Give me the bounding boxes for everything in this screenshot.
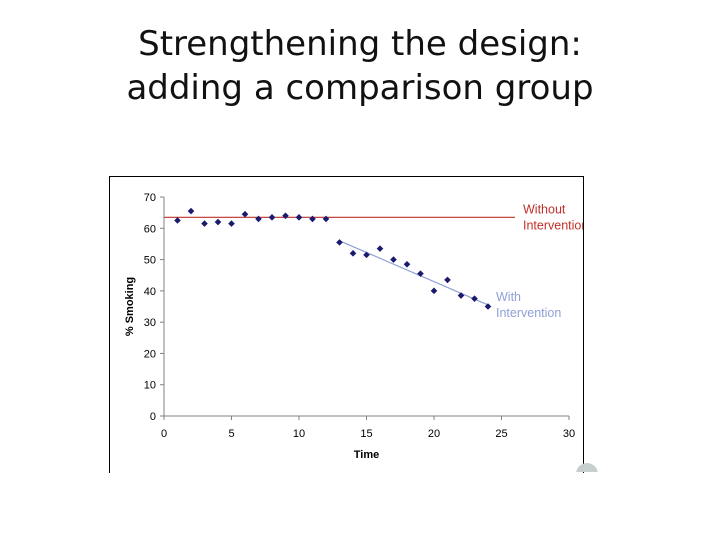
x-tick-label: 20 (428, 428, 440, 440)
data-point (322, 215, 330, 223)
data-point (228, 220, 235, 227)
data-point (349, 250, 357, 257)
y-tick-label: 10 (144, 380, 156, 392)
data-point (255, 215, 262, 223)
y-tick-label: 60 (144, 223, 156, 235)
with-intervention-label: With (496, 290, 521, 304)
data-point (174, 217, 181, 224)
y-tick-label: 40 (144, 286, 156, 298)
without-intervention-label: Intervention (523, 218, 583, 232)
data-point (336, 239, 343, 246)
data-point (457, 292, 465, 299)
data-point (376, 245, 384, 252)
data-point (390, 256, 397, 263)
data-point (282, 212, 289, 220)
data-point (214, 218, 222, 226)
y-tick-label: 30 (144, 317, 156, 329)
data-point (430, 287, 438, 295)
x-tick-label: 5 (228, 428, 234, 440)
data-point (444, 276, 451, 284)
data-point (363, 251, 370, 259)
data-point (309, 215, 316, 223)
slide-title: Strengthening the design: adding a compa… (0, 22, 720, 110)
data-point (201, 220, 208, 227)
scatter-chart: 0 10 20 30 40 50 60 70 0 5 10 15 20 25 30 Time % Smoking… (124, 192, 583, 461)
data-point (484, 303, 492, 310)
y-tick-label: 20 (144, 348, 156, 360)
y-axis-label: % Smoking (124, 277, 136, 336)
data-point (417, 270, 424, 277)
data-point (403, 260, 411, 268)
data-point (268, 214, 276, 221)
x-axis-label: Time (354, 449, 379, 461)
data-point (295, 214, 303, 221)
y-tick-label: 0 (150, 411, 156, 423)
x-tick-label: 0 (161, 428, 167, 440)
with-intervention-line (339, 240, 489, 306)
with-intervention-label: Intervention (496, 306, 561, 320)
data-point (471, 295, 478, 302)
x-tick-label: 30 (563, 428, 575, 440)
data-point (241, 210, 249, 218)
x-tick-label: 10 (293, 428, 305, 440)
slide-title-line-1: Strengthening the design: (138, 24, 582, 64)
y-tick-label: 50 (144, 255, 156, 267)
x-tick-label: 15 (360, 428, 372, 440)
x-tick-label: 25 (495, 428, 507, 440)
slide-title-line-2: adding a comparison group (126, 68, 594, 108)
without-intervention-label: Without (523, 202, 566, 216)
decorative-circle (576, 463, 598, 472)
y-tick-label: 70 (144, 192, 156, 204)
data-point (187, 207, 195, 215)
chart-frame: 0 10 20 30 40 50 60 70 0 5 10 15 20 25 30 Time % Smoking… (109, 176, 584, 473)
